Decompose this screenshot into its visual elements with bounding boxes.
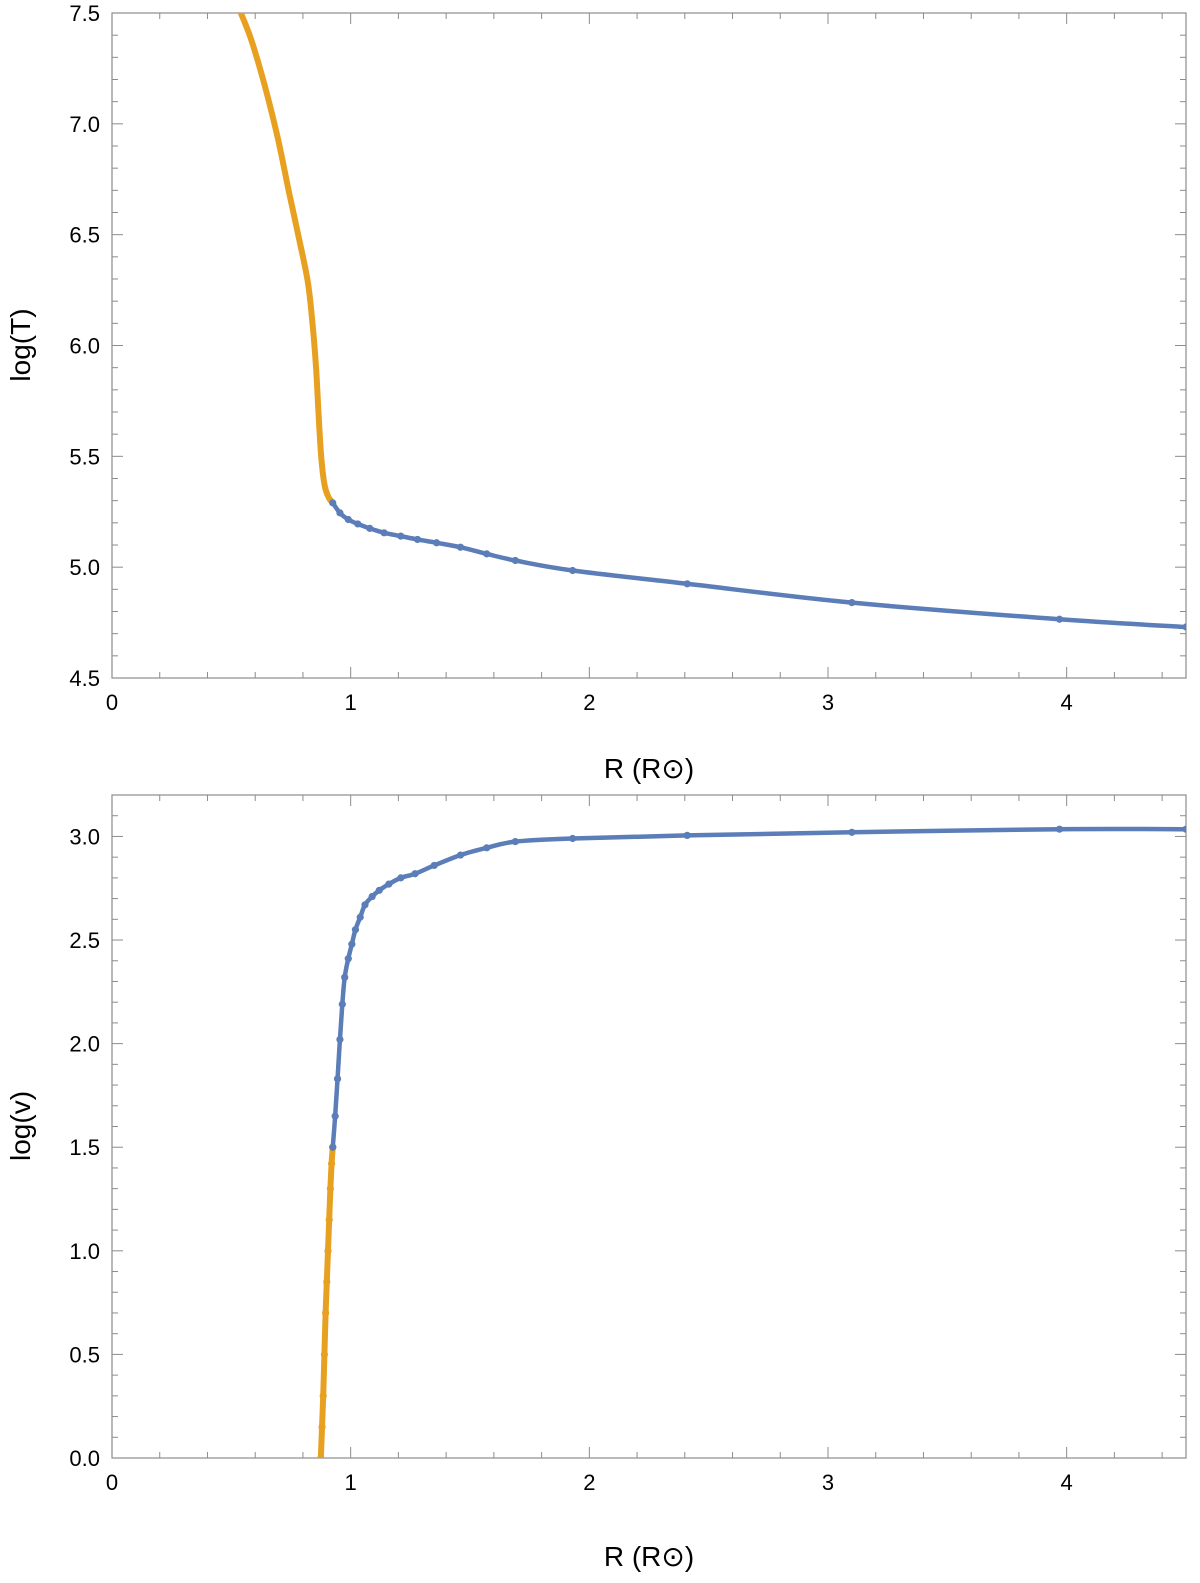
data-point xyxy=(569,566,577,575)
y-tick-label: 3.0 xyxy=(69,824,100,849)
y-tick-label: 7.5 xyxy=(69,1,100,26)
x-tick-labels: 0 1 2 3 4 xyxy=(106,1470,1073,1495)
y-tick-labels: 4.5 5.0 5.5 6.0 6.5 7.0 7.5 xyxy=(69,1,100,691)
data-point xyxy=(1182,825,1186,833)
data-point xyxy=(336,509,344,517)
data-point xyxy=(323,1278,331,1286)
y-axis-title: log(v) xyxy=(5,1091,36,1161)
data-point xyxy=(483,550,491,558)
data-point xyxy=(317,1454,325,1458)
y-tick-label: 0.5 xyxy=(69,1342,100,1367)
data-point xyxy=(354,520,362,528)
series-line-0 xyxy=(237,13,336,506)
x-tick-label: 4 xyxy=(1061,1470,1073,1495)
x-tick-label: 2 xyxy=(583,690,595,715)
y-tick-label: 1.0 xyxy=(69,1239,100,1264)
y-tick-label: 7.0 xyxy=(69,112,100,137)
data-point xyxy=(397,874,405,882)
data-point xyxy=(348,940,356,948)
data-point xyxy=(356,913,364,921)
y-tick-label: 6.0 xyxy=(69,334,100,359)
y-tick-labels: 0.0 0.5 1.0 1.5 2.0 2.5 3.0 xyxy=(69,824,100,1471)
data-point xyxy=(456,851,465,859)
x-axis-title: R (R⊙) xyxy=(604,753,694,784)
data-point xyxy=(319,1392,327,1400)
data-point xyxy=(380,529,388,537)
y-tick-label: 2.5 xyxy=(69,928,100,953)
series-line-1 xyxy=(330,500,1186,630)
y-tick-label: 2.0 xyxy=(69,1032,100,1057)
x-tick-label: 2 xyxy=(583,1470,595,1495)
data-point xyxy=(361,901,369,909)
data-point xyxy=(325,1216,333,1224)
data-point xyxy=(385,880,393,888)
data-point xyxy=(511,556,519,565)
y-axis-title: log(T) xyxy=(5,308,36,381)
data-point xyxy=(1055,615,1064,623)
x-tick-label: 0 xyxy=(106,1470,118,1495)
x-tick-label: 1 xyxy=(345,690,357,715)
data-point xyxy=(351,926,360,934)
data-point xyxy=(318,1423,326,1431)
data-point xyxy=(413,535,422,544)
data-point xyxy=(511,838,519,846)
x-tick-label: 1 xyxy=(345,1470,357,1495)
x-tick-labels: 0 1 2 3 4 xyxy=(106,690,1073,715)
axis-ticks xyxy=(111,794,1186,1459)
data-point xyxy=(397,532,405,540)
data-point xyxy=(411,870,419,878)
data-point xyxy=(848,828,856,836)
data-point xyxy=(683,831,691,840)
data-point xyxy=(1055,825,1064,833)
data-point xyxy=(324,1247,332,1255)
series-layer xyxy=(317,825,1186,1458)
plot-frame xyxy=(111,794,1187,1459)
data-point xyxy=(456,543,465,551)
x-tick-label: 3 xyxy=(822,1470,834,1495)
data-point xyxy=(375,886,383,894)
data-point xyxy=(483,844,491,852)
data-point xyxy=(344,515,352,524)
x-tick-label: 4 xyxy=(1061,690,1073,715)
x-axis-title: R (R⊙) xyxy=(604,1541,694,1572)
data-point xyxy=(329,499,337,507)
y-tick-label: 6.5 xyxy=(69,223,100,248)
velocity-plot: 0 1 2 3 4 0.0 0.5 1.0 1.5 2.0 2.5 3.0 R (R⊙) log(v… xyxy=(5,794,1187,1572)
data-point xyxy=(366,524,374,532)
temperature-plot: 0 1 2 3 4 4.5 5.0 5.5 6.0 6.5 7.0 7.5 R (R⊙) log(T… xyxy=(5,1,1187,784)
series-line-0 xyxy=(317,1144,336,1458)
data-point xyxy=(322,1309,330,1317)
data-point xyxy=(1182,623,1186,631)
data-point xyxy=(848,599,856,607)
x-tick-label: 0 xyxy=(106,690,118,715)
y-tick-label: 1.5 xyxy=(69,1135,100,1160)
series-line-1 xyxy=(330,826,1186,1150)
data-point xyxy=(430,861,438,870)
y-tick-label: 4.5 xyxy=(69,666,100,691)
x-tick-label: 3 xyxy=(822,690,834,715)
series-clip xyxy=(317,825,1186,1458)
series-clip xyxy=(237,13,1186,631)
y-tick-label: 5.0 xyxy=(69,555,100,580)
data-point xyxy=(327,1160,336,1168)
data-point xyxy=(344,955,352,963)
data-point xyxy=(331,1112,339,1120)
series-layer xyxy=(237,13,1186,631)
data-point xyxy=(336,1035,344,1044)
data-point xyxy=(432,539,441,547)
data-point xyxy=(320,1350,329,1359)
data-point xyxy=(341,973,349,981)
data-point xyxy=(368,892,376,901)
data-point xyxy=(338,1000,346,1008)
data-point xyxy=(329,1143,337,1151)
data-point xyxy=(326,1185,334,1193)
data-point xyxy=(569,834,577,843)
axis-ticks xyxy=(111,12,1186,679)
data-point xyxy=(333,1075,342,1083)
data-point xyxy=(683,580,691,588)
y-tick-label: 0.0 xyxy=(69,1446,100,1471)
y-tick-label: 5.5 xyxy=(69,444,100,469)
